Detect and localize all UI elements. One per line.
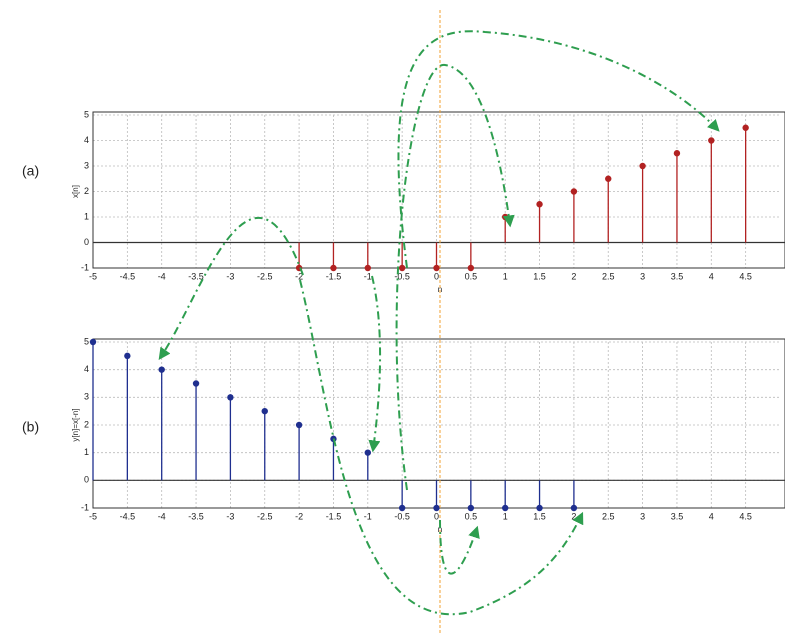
x-tick-label: -4.5	[120, 271, 136, 281]
x-tick-label: 0	[434, 271, 439, 281]
x-tick-label: 0	[434, 511, 439, 521]
stem-marker	[261, 407, 268, 415]
x-tick-label: -4	[158, 511, 166, 521]
x-tick-label: 3.5	[671, 511, 684, 521]
y-tick-label: 1	[84, 211, 89, 221]
x-tick-label: -5	[89, 511, 97, 521]
stem-marker	[192, 380, 200, 387]
x-tick-label: -2.5	[257, 271, 273, 281]
y-tick-label: 2	[84, 186, 89, 196]
panel-label: (b)	[22, 419, 39, 435]
x-tick-label: -3	[226, 271, 234, 281]
x-tick-label: -3.5	[188, 511, 204, 521]
x-tick-label: 4	[709, 271, 714, 281]
x-tick-label: 4	[709, 511, 714, 521]
y-tick-label: 5	[84, 336, 89, 346]
arrow	[439, 519, 480, 575]
stem-marker	[89, 338, 97, 346]
stem-marker	[536, 504, 543, 512]
x-tick-label: 1	[503, 511, 508, 521]
stem-marker	[364, 264, 371, 272]
x-tick-label: 2	[571, 271, 576, 281]
stem-marker	[605, 175, 612, 182]
x-tick-label: -0.5	[394, 271, 410, 281]
stem-marker	[570, 504, 578, 512]
y-tick-label: 4	[84, 364, 89, 374]
arrow	[395, 63, 515, 491]
x-tick-label: -4	[158, 271, 166, 281]
x-tick-label: 2.5	[602, 271, 615, 281]
x-axis-label: n	[438, 525, 442, 534]
x-tick-label: -0.5	[394, 511, 410, 521]
stem-marker	[433, 264, 440, 272]
stem-marker	[708, 137, 715, 144]
x-tick-label: 2	[571, 511, 576, 521]
stem-marker	[295, 421, 303, 429]
x-tick-label: -2	[295, 511, 303, 521]
x-tick-label: 1.5	[533, 511, 546, 521]
stem-marker	[398, 504, 406, 512]
stem-marker	[364, 449, 371, 456]
arrow	[397, 30, 720, 269]
x-tick-label: 2.5	[602, 511, 615, 521]
x-tick-label: -5	[89, 271, 97, 281]
x-tick-label: -4.5	[120, 511, 136, 521]
stem-marker	[467, 264, 475, 272]
x-tick-label: -3.5	[188, 271, 204, 281]
x-tick-label: -2.5	[257, 511, 273, 521]
y-tick-label: 0	[84, 475, 89, 485]
y-tick-label: 5	[84, 109, 89, 119]
x-tick-label: 3	[640, 271, 645, 281]
stem-marker	[433, 504, 440, 512]
x-tick-label: -2	[295, 271, 303, 281]
y-tick-label: -1	[81, 502, 89, 512]
x-tick-label: 4.5	[739, 511, 752, 521]
x-tick-label: 1.5	[533, 271, 546, 281]
stem-marker	[502, 213, 509, 221]
stem-marker	[124, 352, 131, 360]
stem-marker	[502, 504, 509, 512]
y-axis-label: y[n]=x[-n]	[71, 408, 80, 441]
y-tick-label: 0	[84, 237, 89, 247]
y-tick-label: 3	[84, 160, 89, 170]
stem-marker	[467, 504, 475, 512]
x-tick-label: 4.5	[739, 271, 752, 281]
x-tick-label: 0.5	[465, 511, 478, 521]
stem-marker	[398, 264, 406, 272]
x-tick-label: -3	[226, 511, 234, 521]
stem-marker	[742, 124, 749, 131]
arrow	[368, 275, 382, 453]
x-tick-label: -1.5	[326, 511, 342, 521]
x-tick-label: 3.5	[671, 271, 684, 281]
y-tick-label: -1	[81, 262, 89, 272]
x-tick-label: -1.5	[326, 271, 342, 281]
y-tick-label: 1	[84, 447, 89, 457]
stem-marker	[330, 264, 337, 272]
stem-marker	[570, 188, 578, 195]
x-tick-label: 3	[640, 511, 645, 521]
arrow	[158, 216, 304, 360]
x-tick-label: 0.5	[465, 271, 478, 281]
y-tick-label: 2	[84, 419, 89, 429]
y-axis-label: x[n]	[71, 185, 80, 198]
x-tick-label: -1	[364, 271, 372, 281]
y-tick-label: 4	[84, 135, 89, 145]
x-tick-label: -1	[364, 511, 372, 521]
plots: -1 0 1 2 3 4 5 -5 -4.5 -4 -3.5 -3 -2.5 -2 -1.5 -1 -0.5 0 0…	[22, 109, 785, 534]
stem-marker	[227, 394, 234, 401]
panel-label: (a)	[22, 163, 39, 179]
x-tick-label: 1	[503, 271, 508, 281]
stem-marker	[536, 201, 543, 208]
y-tick-label: 3	[84, 392, 89, 402]
stem-marker	[673, 150, 681, 157]
plot-frame	[92, 111, 785, 269]
stem-marker	[639, 162, 646, 170]
reflection-arrows	[158, 30, 720, 616]
stem-marker	[158, 366, 165, 373]
x-axis-label: n	[438, 285, 442, 294]
plot-frame	[92, 338, 785, 509]
